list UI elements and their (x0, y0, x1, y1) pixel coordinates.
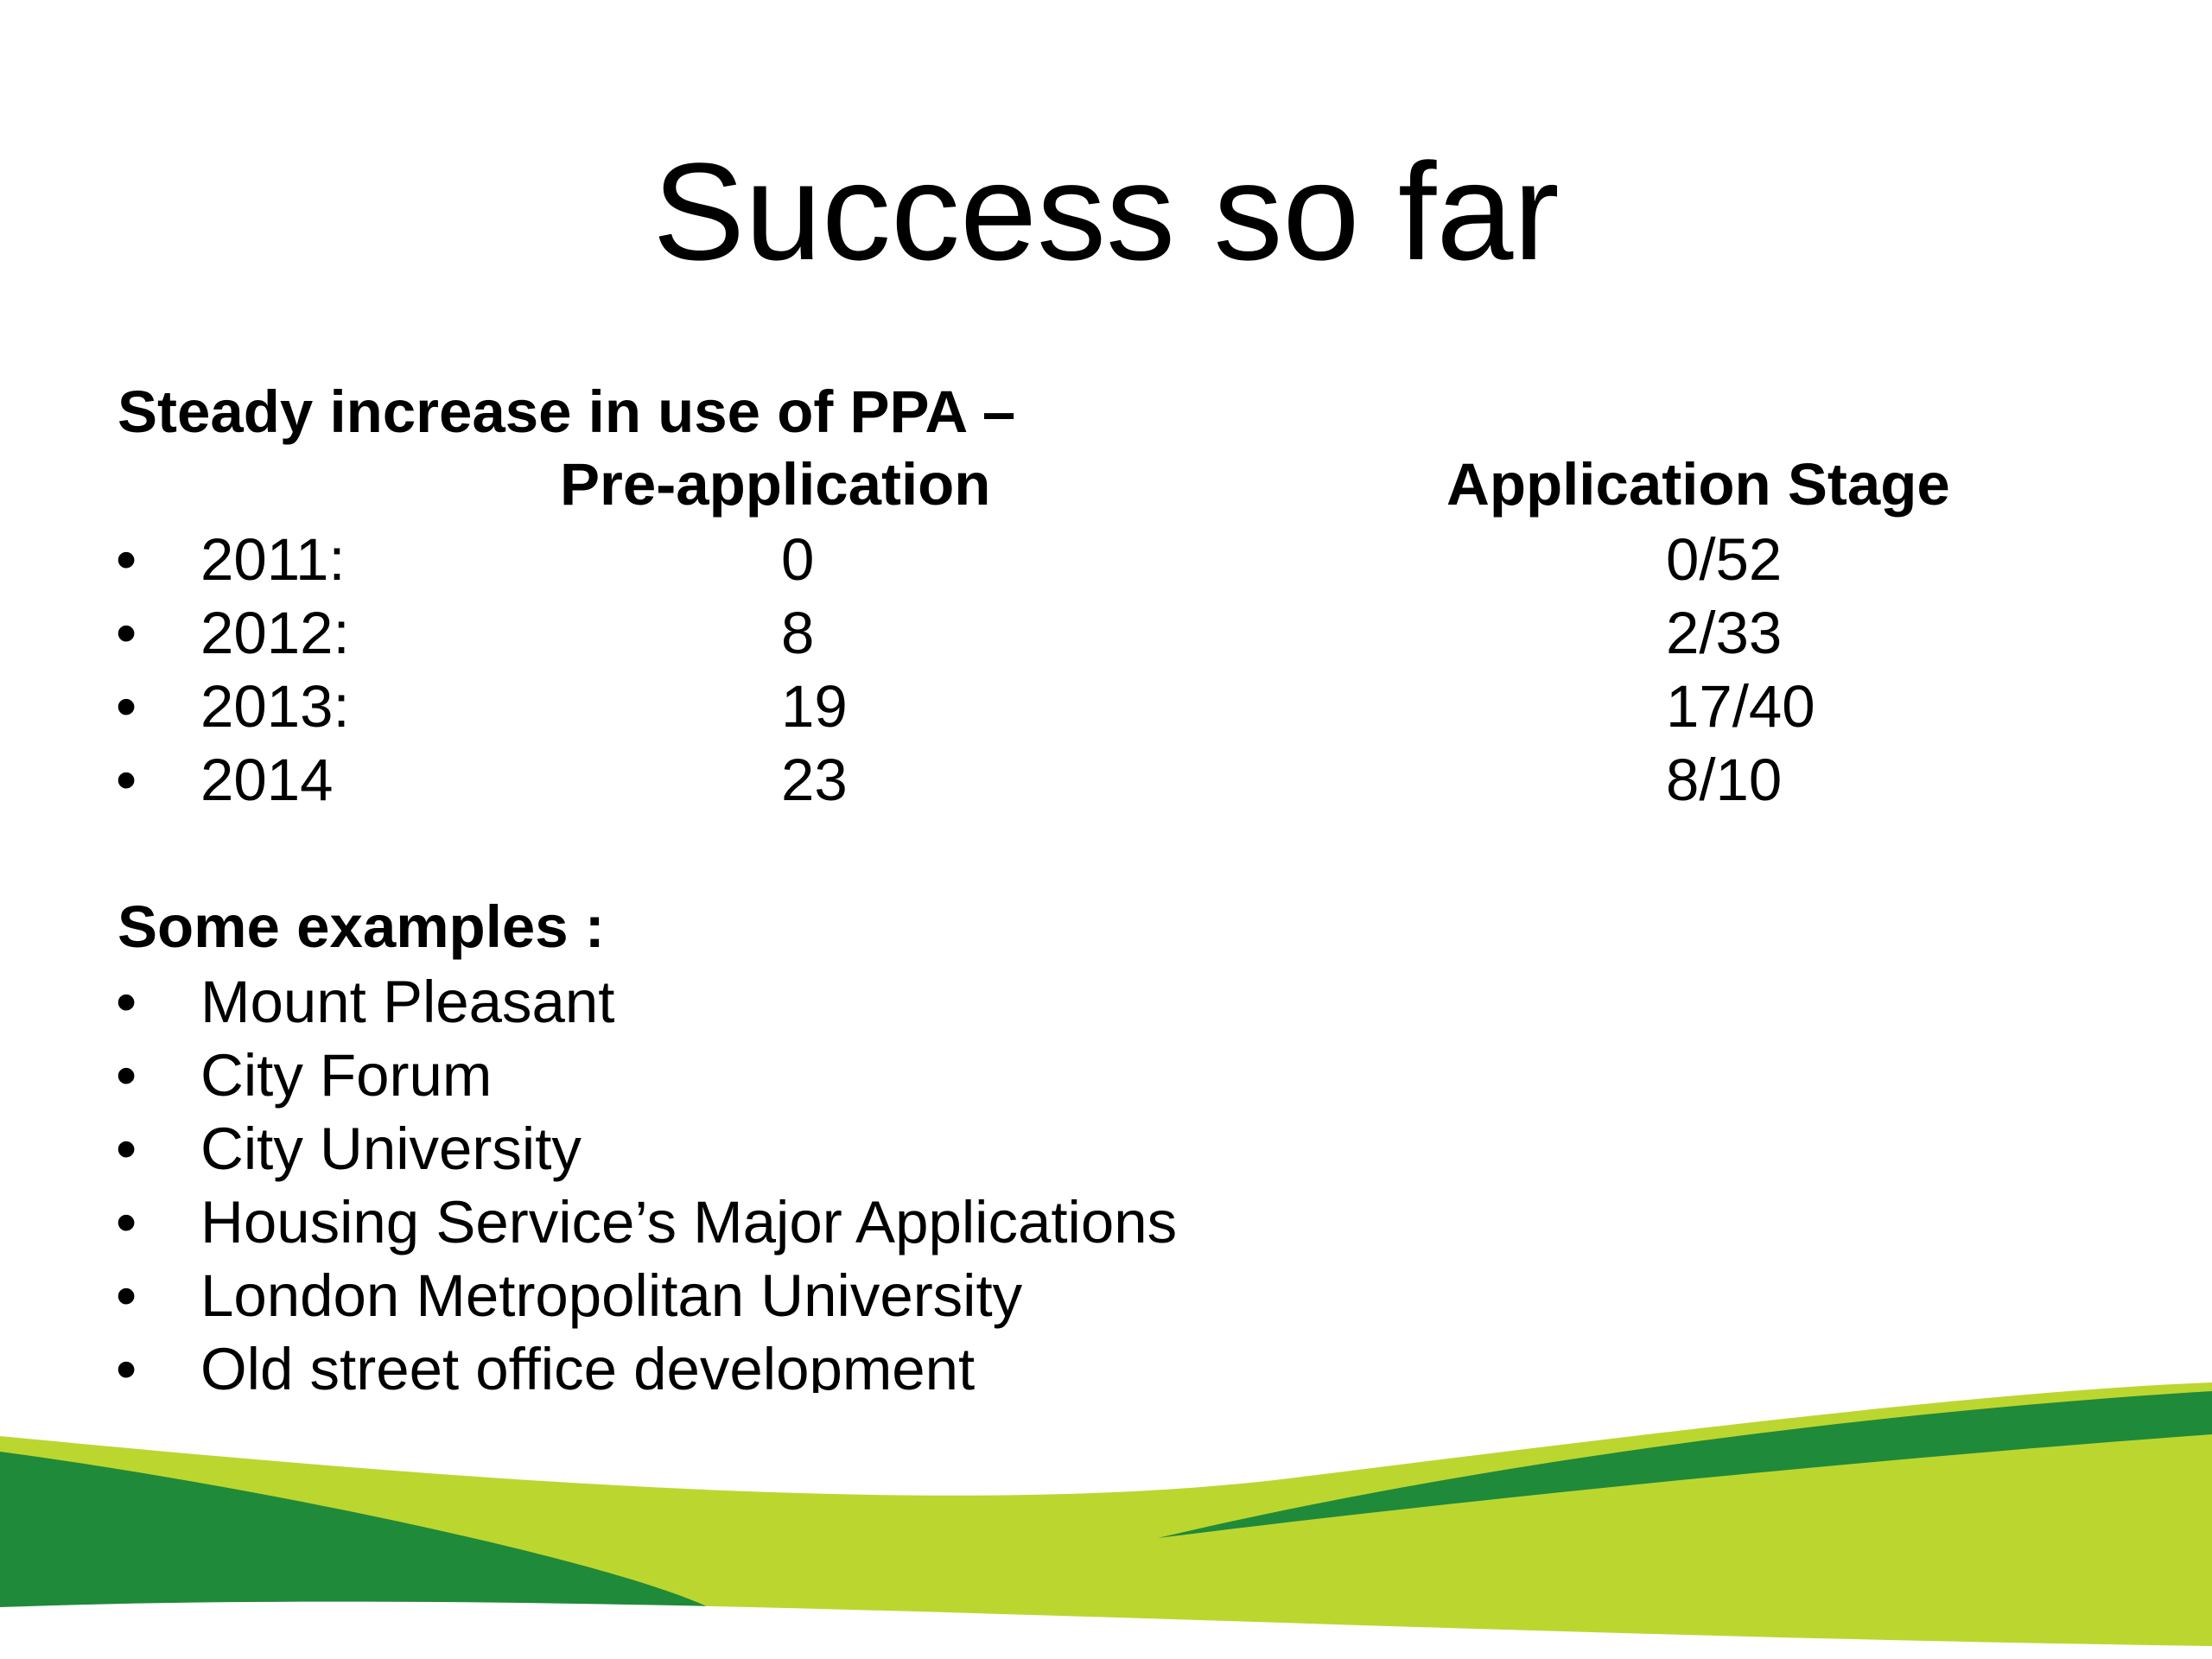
application-stage-cell: 2/33 (1666, 600, 1783, 666)
slide-title: Success so far (652, 134, 1560, 289)
green-wave-decoration (0, 1382, 2212, 1659)
year-cell: 2013: (200, 673, 350, 740)
year-cell: 2011: (200, 526, 346, 593)
list-item: • Housing Service’s Major Applications (0, 1185, 2212, 1259)
application-stage-cell: 17/40 (1666, 673, 1815, 740)
list-item: • Old street office development (0, 1332, 2212, 1393)
list-item: • City University (0, 1112, 2212, 1185)
pre-application-cell: 19 (781, 673, 848, 740)
white-wave-gap (0, 1601, 2212, 1659)
table-row: • 2011: 0 0/52 (0, 523, 2212, 596)
bullet: • (116, 1262, 137, 1329)
ppa-heading: Steady increase in use of PPA – (118, 378, 1016, 445)
table-row: • 2013: 19 17/40 (0, 670, 2212, 743)
example-label: Housing Service’s Major Applications (200, 1189, 1178, 1255)
year-cell: 2012: (200, 600, 350, 666)
pre-application-cell: 8 (781, 600, 815, 666)
example-label: Mount Pleasant (200, 969, 615, 1035)
bullet: • (116, 1042, 137, 1109)
dark-green-wave-crest (1158, 1391, 2212, 1538)
pre-application-cell: 23 (781, 747, 848, 813)
bullet: • (116, 673, 137, 740)
list-item: • London Metropolitan University (0, 1259, 2212, 1332)
list-item: • City Forum (0, 1039, 2212, 1112)
dark-green-wave-shape (0, 1452, 709, 1607)
table-row: • 2012: 8 2/33 (0, 596, 2212, 670)
application-stage-column-header: Application Stage (1446, 451, 1950, 518)
slide-content: Success so far Steady increase in use of… (0, 134, 2212, 1393)
list-item: • Mount Pleasant (0, 965, 2212, 1039)
bullet: • (116, 600, 137, 666)
bullet: • (116, 969, 137, 1035)
bullet: • (116, 747, 137, 813)
example-label: City Forum (200, 1042, 493, 1109)
bullet: • (116, 526, 137, 593)
examples-heading: Some examples : (118, 893, 605, 960)
application-stage-cell: 8/10 (1666, 747, 1783, 813)
application-stage-cell: 0/52 (1666, 526, 1783, 593)
pre-application-cell: 0 (781, 526, 815, 593)
pre-application-column-header: Pre-application (560, 451, 991, 518)
year-cell: 2014 (200, 747, 334, 813)
example-label: Old street office development (200, 1336, 976, 1393)
bullet: • (116, 1336, 137, 1393)
example-label: London Metropolitan University (200, 1262, 1023, 1329)
table-row: • 2014 23 8/10 (0, 743, 2212, 817)
bullet: • (116, 1189, 137, 1255)
example-label: City University (200, 1116, 582, 1182)
bullet: • (116, 1116, 137, 1182)
